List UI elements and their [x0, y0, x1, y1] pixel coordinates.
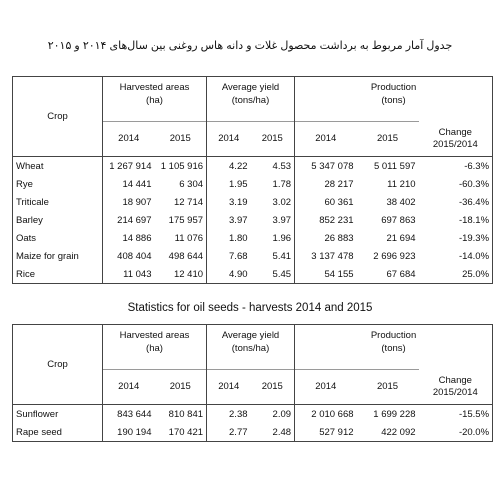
column-header-year: 2015	[356, 369, 419, 405]
column-header-year: 2015	[154, 369, 208, 405]
table-row: Wheat 1 267 914 1 105 916 4.22 4.53 5 34…	[12, 156, 494, 175]
table-row: Maize for grain 408 404 498 644 7.68 5.4…	[12, 247, 494, 265]
column-header-year: 2014	[102, 369, 155, 405]
column-header-production: Production (tons)	[294, 76, 494, 122]
column-header-year: 2014	[206, 369, 251, 405]
table-row: Rye 14 441 6 304 1.95 1.78 28 217 11 210…	[12, 175, 494, 193]
column-header-harvested-areas: Harvested areas (ha)	[102, 76, 208, 122]
column-header-change: Change 2015/2014	[418, 369, 494, 405]
column-header-harvested-areas: Harvested areas (ha)	[102, 324, 208, 370]
column-header-production: Production (tons)	[294, 324, 494, 370]
grains-statistics-table: Crop Harvested areas (ha) Average yield (t…	[12, 76, 494, 284]
column-header-year: 2015	[250, 369, 296, 405]
oilseeds-statistics-table: Crop Harvested areas (ha) Average yield (t…	[12, 324, 494, 442]
column-header-year: 2014	[294, 369, 357, 405]
column-header-year: 2015	[356, 121, 419, 157]
column-header-change: Change 2015/2014	[418, 121, 494, 157]
table-row: Barley 214 697 175 957 3.97 3.97 852 231…	[12, 211, 494, 229]
column-header-year: 2015	[154, 121, 208, 157]
table-row: Rice 11 043 12 410 4.90 5.45 54 155 67 6…	[12, 265, 494, 284]
column-header-average-yield: Average yield (tons/ha)	[206, 324, 296, 370]
column-header-crop: Crop	[12, 76, 103, 157]
column-header-year: 2015	[250, 121, 296, 157]
page-title: جدول آمار مربوط به برداشت محصول غلات و د…	[47, 40, 453, 52]
column-header-year: 2014	[294, 121, 357, 157]
table-row: Oats 14 886 11 076 1.80 1.96 26 883 21 6…	[12, 229, 494, 247]
column-header-average-yield: Average yield (tons/ha)	[206, 76, 296, 122]
column-header-crop: Crop	[12, 324, 103, 405]
table-row: Rape seed 190 194 170 421 2.77 2.48 527 …	[12, 423, 494, 442]
column-header-year: 2014	[206, 121, 251, 157]
table-row: Sunflower 843 644 810 841 2.38 2.09 2 01…	[12, 404, 494, 423]
column-header-year: 2014	[102, 121, 155, 157]
oilseeds-section-title: Statistics for oil seeds - harvests 2014…	[127, 302, 373, 314]
table-row: Triticale 18 907 12 714 3.19 3.02 60 361…	[12, 193, 494, 211]
